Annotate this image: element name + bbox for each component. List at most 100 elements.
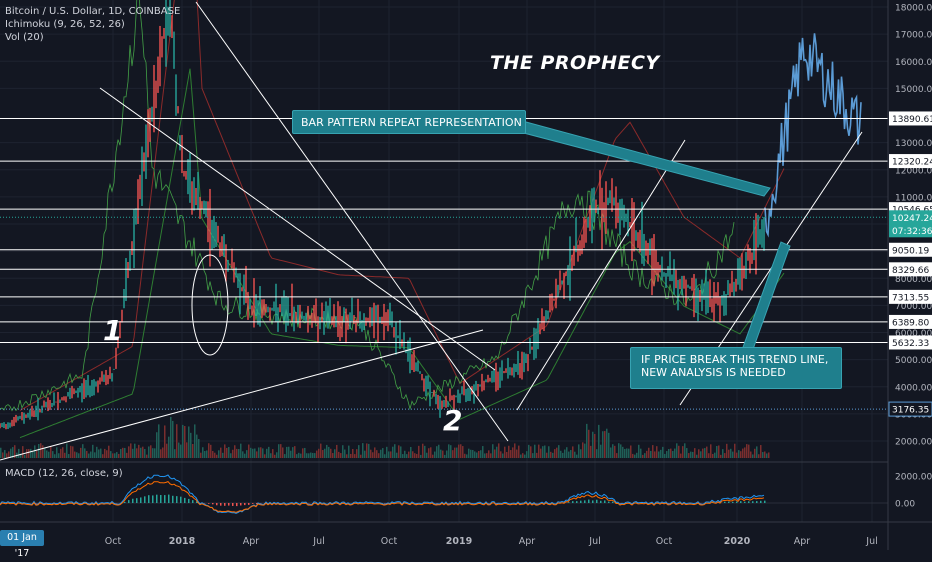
volume-bar — [116, 452, 118, 458]
volume-bar — [432, 455, 434, 458]
volume-bar — [178, 443, 180, 458]
volume-bar — [518, 446, 520, 458]
volume-bar — [166, 444, 168, 458]
macd-histogram-bar — [140, 497, 142, 503]
volume-bar — [144, 449, 146, 458]
price-chart[interactable]: 18000.0017000.0016000.0015000.0013000.00… — [0, 0, 932, 550]
macd-histogram-bar — [764, 501, 766, 503]
volume-bar — [694, 448, 696, 458]
time-tick: Jul — [312, 536, 324, 547]
volume-bar — [268, 447, 270, 458]
volume-bar — [24, 455, 26, 458]
volume-bar — [616, 453, 618, 458]
pattern-callout[interactable]: BAR PATTERN REPEAT REPRESENTATION — [292, 110, 526, 134]
volume-bar — [214, 453, 216, 458]
volume-bar — [180, 445, 182, 458]
volume-bar — [200, 453, 202, 458]
volume-bar — [574, 452, 576, 458]
volume-bar — [592, 432, 594, 458]
volume-bar — [184, 426, 186, 458]
volume-bar — [656, 446, 658, 458]
macd-tick: 2000.00 — [895, 473, 932, 483]
volume-label[interactable]: Vol (20) — [5, 31, 180, 44]
countdown-label: 07:32:36 — [892, 227, 932, 237]
volume-bar — [736, 453, 738, 458]
volume-bar — [354, 454, 356, 458]
volume-bar — [458, 445, 460, 458]
wave-label-1[interactable]: 1 — [103, 314, 122, 347]
volume-bar — [670, 449, 672, 458]
chart-title[interactable]: THE PROPHECY — [490, 52, 660, 74]
volume-bar — [290, 451, 292, 458]
macd-histogram-bar — [604, 500, 606, 503]
volume-bar — [500, 451, 502, 458]
volume-bar — [300, 454, 302, 458]
volume-bar — [96, 447, 98, 458]
volume-bar — [222, 453, 224, 458]
volume-bar — [212, 451, 214, 458]
volume-bar — [442, 451, 444, 458]
volume-bar — [430, 447, 432, 458]
volume-bar — [168, 437, 170, 458]
volume-bar — [692, 452, 694, 458]
volume-bar — [38, 444, 40, 458]
support-label: 3176.35 — [892, 406, 929, 416]
volume-bar — [350, 454, 352, 458]
volume-bar — [360, 455, 362, 458]
macd-histogram-bar — [744, 502, 746, 503]
volume-bar — [60, 449, 62, 458]
volume-bar — [314, 453, 316, 458]
volume-bar — [650, 451, 652, 458]
macd-histogram-bar — [572, 501, 574, 503]
volume-bar — [560, 451, 562, 458]
macd-histogram-bar — [760, 501, 762, 503]
volume-bar — [440, 450, 442, 458]
macd-histogram-bar — [232, 503, 234, 506]
symbol-label[interactable]: Bitcoin / U.S. Dollar, 1D, COINBASE — [5, 5, 180, 18]
volume-bar — [456, 448, 458, 458]
macd-histogram-bar — [724, 502, 726, 503]
volume-bar — [272, 449, 274, 458]
volume-bar — [612, 444, 614, 458]
macd-histogram-bar — [220, 503, 222, 506]
time-tick: Oct — [381, 536, 398, 547]
volume-bar — [384, 454, 386, 458]
macd-label[interactable]: MACD (12, 26, close, 9) — [5, 468, 123, 479]
wave-label-2[interactable]: 2 — [443, 404, 462, 437]
volume-bar — [668, 449, 670, 458]
volume-bar — [2, 452, 4, 458]
volume-bar — [684, 443, 686, 458]
volume-bar — [190, 433, 192, 458]
macd-histogram-bar — [224, 503, 226, 506]
volume-bar — [94, 452, 96, 458]
volume-bar — [406, 454, 408, 458]
volume-bar — [644, 453, 646, 458]
time-tick: Oct — [105, 536, 122, 547]
volume-bar — [174, 449, 176, 458]
macd-histogram-bar — [160, 495, 162, 503]
volume-bar — [84, 448, 86, 458]
volume-bar — [600, 445, 602, 458]
trend-callout[interactable]: IF PRICE BREAK THIS TREND LINE, NEW ANAL… — [630, 347, 842, 389]
volume-bar — [342, 445, 344, 458]
ichimoku-label[interactable]: Ichimoku (9, 26, 52, 26) — [5, 18, 180, 31]
volume-bar — [88, 454, 90, 458]
volume-bar — [18, 449, 20, 458]
volume-bar — [46, 450, 48, 458]
price-tick: 4000.00 — [895, 383, 932, 393]
volume-bar — [704, 448, 706, 458]
volume-bar — [680, 454, 682, 458]
volume-bar — [706, 447, 708, 458]
volume-bar — [44, 448, 46, 458]
macd-histogram-bar — [608, 502, 610, 503]
volume-bar — [582, 442, 584, 458]
macd-histogram-bar — [192, 500, 194, 503]
macd-histogram-bar — [240, 503, 242, 505]
volume-bar — [482, 446, 484, 458]
volume-bar — [352, 449, 354, 458]
volume-bar — [160, 449, 162, 458]
macd-histogram-bar — [244, 503, 246, 505]
volume-bar — [228, 447, 230, 458]
volume-bar — [86, 451, 88, 458]
macd-histogram-bar — [236, 503, 238, 506]
